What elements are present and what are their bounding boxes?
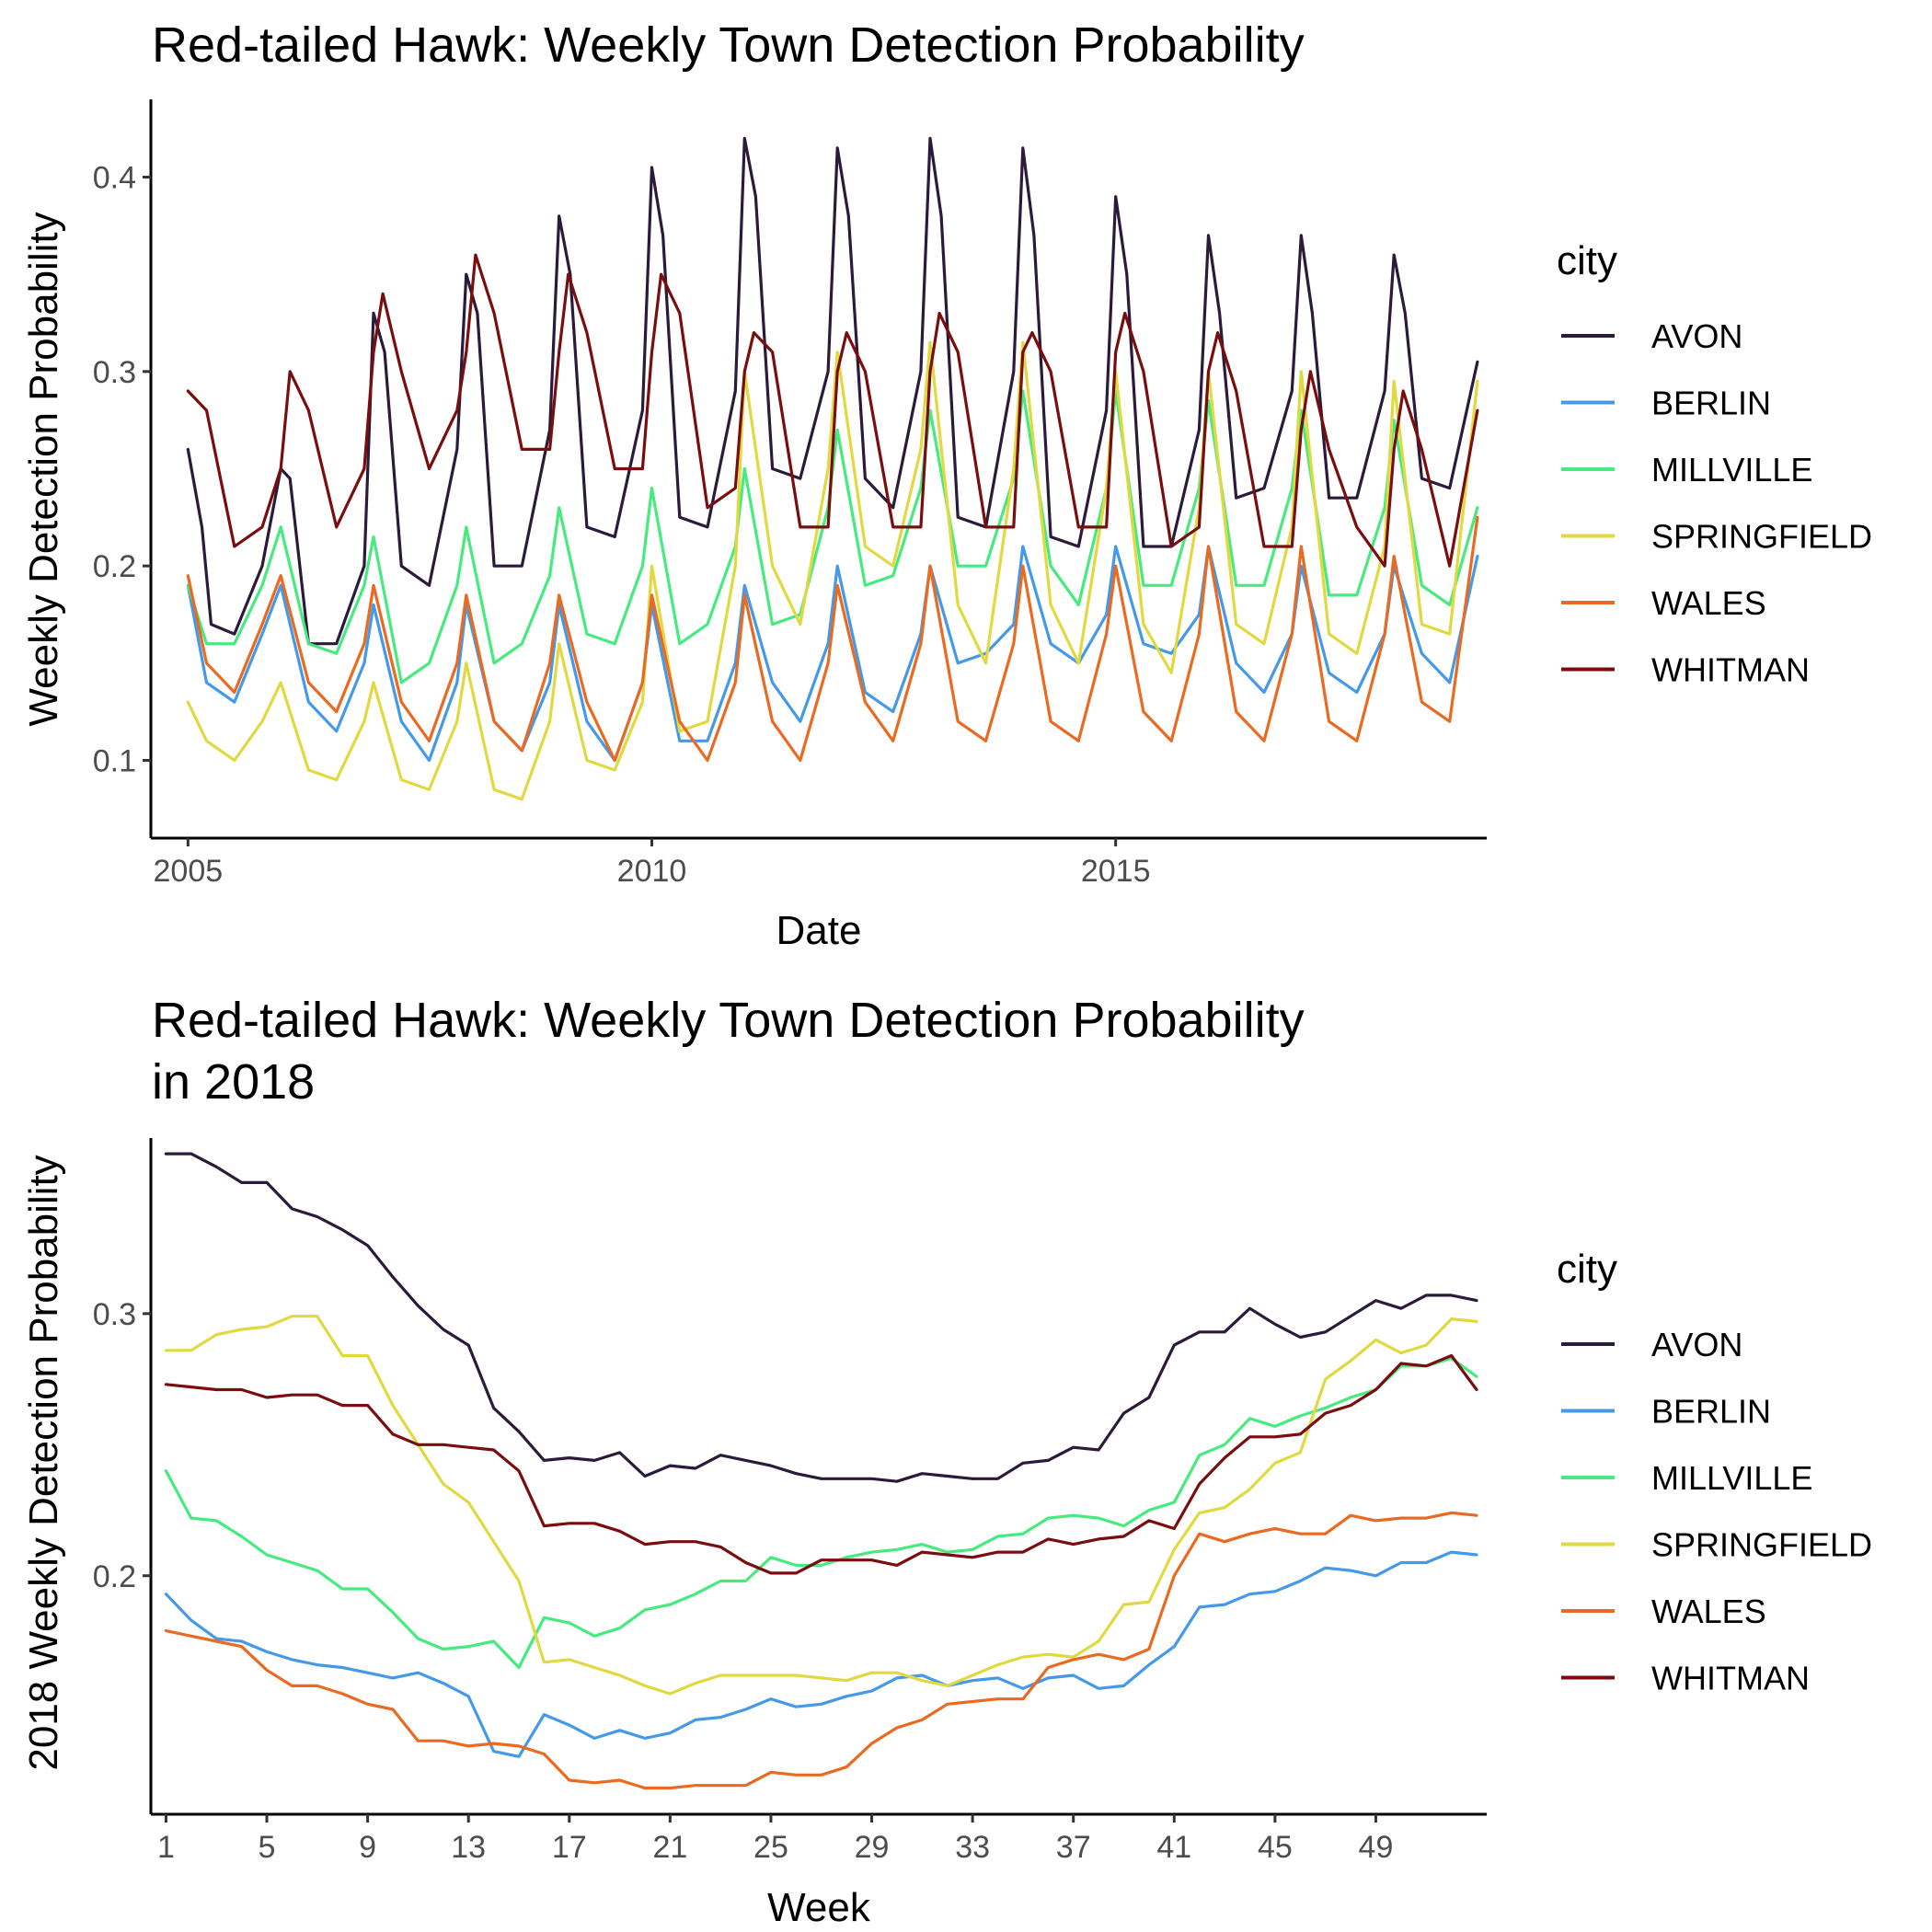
legend-label-springfield: SPRINGFIELD bbox=[1651, 1526, 1872, 1564]
y-tick-label: 0.4 bbox=[93, 161, 136, 196]
bottom-y-axis-title: 2018 Weekly Detection Probability bbox=[21, 1155, 66, 1770]
top-legend-title: city bbox=[1557, 238, 1617, 283]
bottom-chart-title-line-2: in 2018 bbox=[152, 1054, 315, 1110]
legend-label-avon: AVON bbox=[1651, 1326, 1742, 1363]
series-line-springfield bbox=[186, 340, 1479, 801]
x-tick-label: 5 bbox=[259, 1830, 276, 1865]
bottom-y-ticks: 0.2 0.3 bbox=[93, 1297, 151, 1594]
y-tick-label: 0.3 bbox=[93, 355, 136, 390]
y-tick-label: 0.1 bbox=[93, 743, 136, 778]
legend-label-wales: WALES bbox=[1651, 584, 1766, 622]
series-line-whitman bbox=[186, 253, 1479, 568]
legend-label-millville: MILLVILLE bbox=[1651, 451, 1812, 489]
legend-label-whitman: WHITMAN bbox=[1651, 651, 1810, 689]
top-panel: Red-tailed Hawk: Weekly Town Detection P… bbox=[21, 17, 1872, 953]
bottom-legend: city AVON BERLIN MILLVILLE SPRINGFIELD WALES… bbox=[1557, 1247, 1872, 1697]
x-tick-label: 49 bbox=[1359, 1830, 1394, 1865]
x-tick-label: 13 bbox=[451, 1830, 486, 1865]
x-tick-label: 33 bbox=[955, 1830, 990, 1865]
bottom-x-axis-title: Week bbox=[767, 1885, 871, 1930]
legend-label-berlin: BERLIN bbox=[1651, 1393, 1771, 1431]
bottom-chart-title-line-1: Red-tailed Hawk: Weekly Town Detection P… bbox=[152, 993, 1305, 1048]
x-tick-label: 21 bbox=[652, 1830, 687, 1865]
bottom-series-group bbox=[164, 1152, 1478, 1790]
top-y-axis-title: Weekly Detection Probability bbox=[21, 212, 66, 726]
x-tick-label: 25 bbox=[753, 1830, 788, 1865]
series-line-avon bbox=[186, 136, 1479, 646]
top-chart-title: Red-tailed Hawk: Weekly Town Detection P… bbox=[152, 17, 1305, 73]
legend-label-berlin: BERLIN bbox=[1651, 385, 1771, 422]
y-tick-label: 0.3 bbox=[93, 1297, 136, 1332]
bottom-x-ticks: 1 5 9 13 17 21 25 29 33 37 41 45 49 bbox=[157, 1814, 1393, 1865]
series-line-springfield bbox=[164, 1315, 1478, 1696]
x-tick-label: 17 bbox=[552, 1830, 587, 1865]
series-line-whitman bbox=[164, 1353, 1478, 1575]
x-tick-label: 29 bbox=[855, 1830, 890, 1865]
series-line-berlin bbox=[186, 545, 1479, 763]
x-tick-label: 45 bbox=[1258, 1830, 1293, 1865]
top-series-group bbox=[186, 136, 1479, 801]
series-line-wales bbox=[164, 1511, 1478, 1790]
legend-label-wales: WALES bbox=[1651, 1593, 1766, 1630]
bottom-legend-title: city bbox=[1557, 1247, 1617, 1292]
legend-label-millville: MILLVILLE bbox=[1651, 1459, 1812, 1497]
series-line-berlin bbox=[164, 1550, 1478, 1758]
top-x-axis-title: Date bbox=[776, 908, 862, 953]
legend-label-whitman: WHITMAN bbox=[1651, 1660, 1810, 1697]
x-tick-label: 9 bbox=[359, 1830, 376, 1865]
x-tick-label: 37 bbox=[1056, 1830, 1091, 1865]
x-tick-label: 2010 bbox=[617, 854, 687, 889]
legend-label-springfield: SPRINGFIELD bbox=[1651, 518, 1872, 556]
legend-label-avon: AVON bbox=[1651, 317, 1742, 355]
x-tick-label: 41 bbox=[1156, 1830, 1191, 1865]
series-line-avon bbox=[164, 1152, 1478, 1483]
top-y-ticks: 0.1 0.2 0.3 0.4 bbox=[93, 161, 151, 778]
series-line-wales bbox=[186, 515, 1479, 763]
y-tick-label: 0.2 bbox=[93, 549, 136, 584]
bottom-panel: Red-tailed Hawk: Weekly Town Detection P… bbox=[21, 993, 1872, 1930]
top-x-ticks: 2005 2010 2015 bbox=[154, 838, 1151, 889]
y-tick-label: 0.2 bbox=[93, 1559, 136, 1594]
series-line-millville bbox=[164, 1356, 1478, 1670]
x-tick-label: 1 bbox=[157, 1830, 175, 1865]
x-tick-label: 2015 bbox=[1081, 854, 1151, 889]
x-tick-label: 2005 bbox=[154, 854, 224, 889]
top-legend: city AVON BERLIN MILLVILLE SPRINGFIELD WALES… bbox=[1557, 238, 1872, 689]
